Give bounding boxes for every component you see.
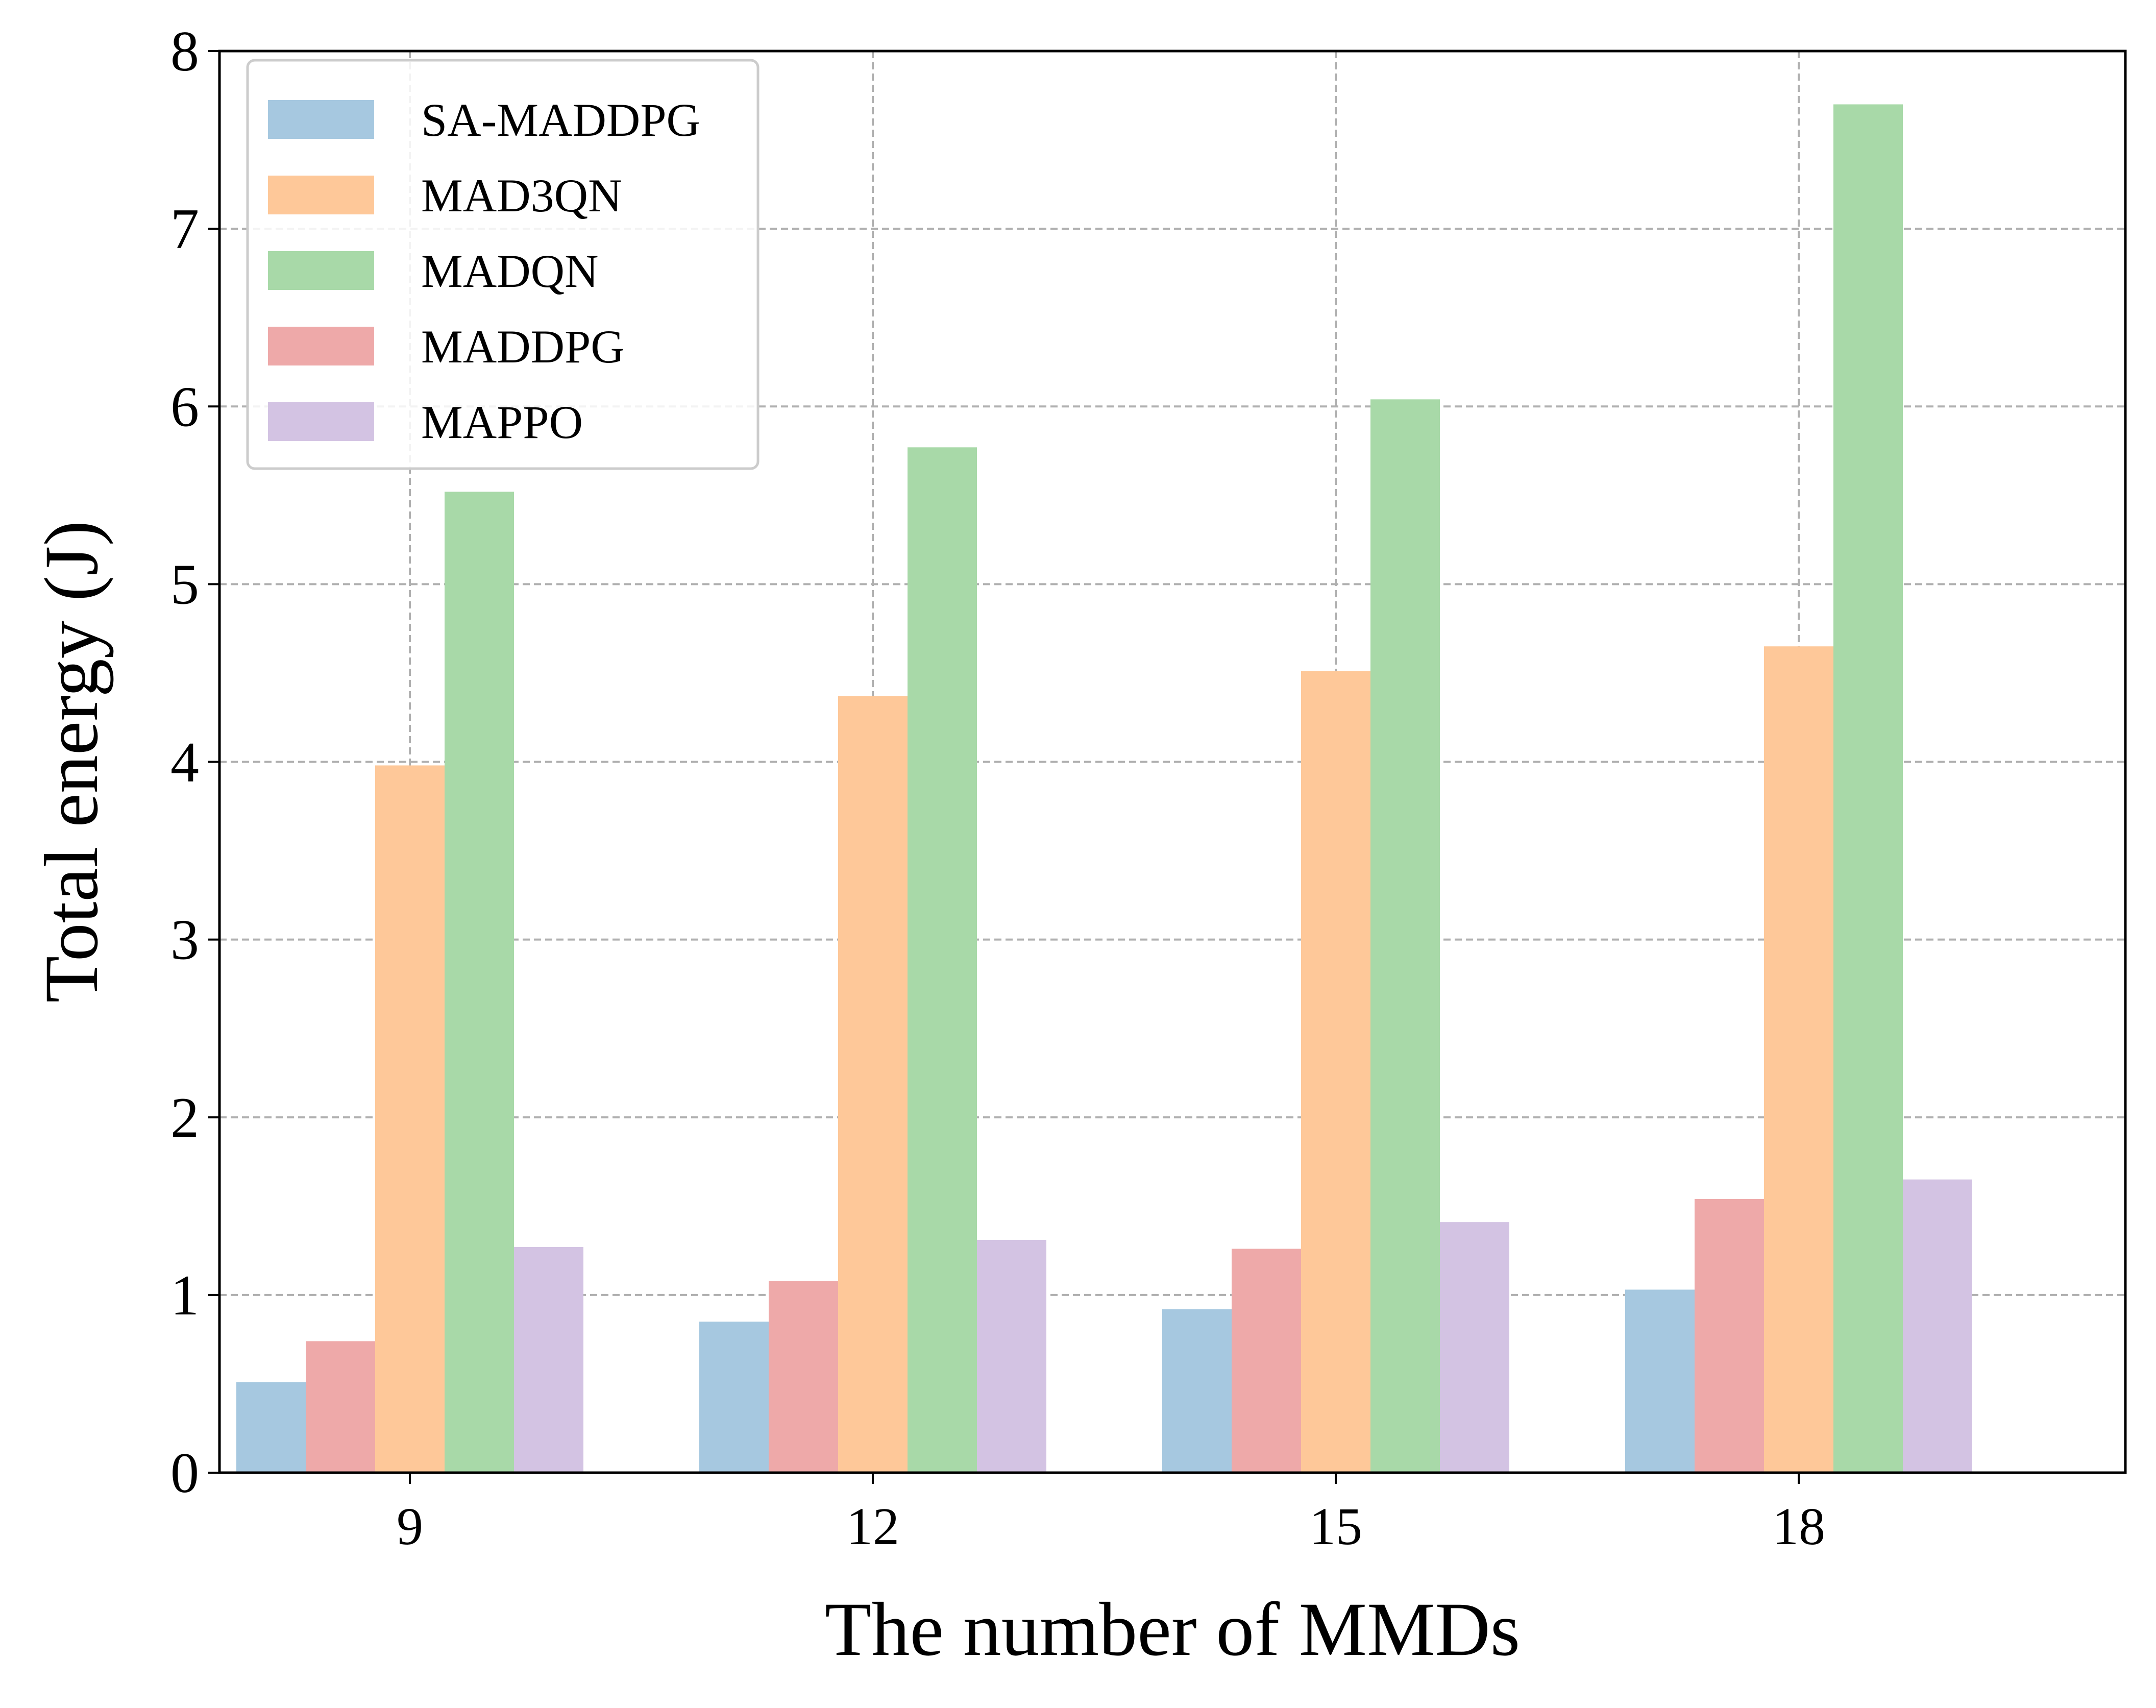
y-tick-label: 1 [170,1264,199,1327]
legend-label: SA-MADDPG [421,94,700,146]
bar-maddpg-12 [769,1281,838,1473]
bar-madqn-9 [445,492,514,1473]
bar-mad3qn-18 [1764,646,1833,1473]
y-tick-label: 3 [170,909,199,972]
y-tick-label: 2 [170,1086,199,1150]
x-tick-label: 9 [397,1497,423,1556]
bar-sa-maddpg-18 [1625,1289,1695,1473]
x-axis-title: The number of MMDs [825,1587,1520,1672]
legend-label: MADDPG [421,321,625,373]
bar-sa-maddpg-12 [699,1322,769,1473]
y-tick-label: 6 [170,375,199,438]
bar-mappo-18 [1903,1179,1972,1473]
bar-madqn-12 [908,447,977,1473]
legend-label: MAPPO [421,396,583,448]
bar-mad3qn-15 [1301,671,1370,1473]
bars [236,104,1972,1473]
legend-swatch [268,327,374,365]
legend-box [246,59,760,470]
legend-swatch [268,176,374,214]
legend-label: MADQN [421,245,599,297]
y-tick-label: 7 [170,198,199,261]
bar-mappo-12 [977,1239,1046,1473]
y-axis: 0 1 2 3 4 5 6 7 8 [170,20,219,1505]
bar-maddpg-15 [1232,1249,1301,1473]
bar-sa-maddpg-9 [236,1382,306,1473]
bar-madqn-15 [1370,399,1440,1473]
y-tick-label: 4 [170,731,199,794]
bar-madqn-18 [1833,104,1903,1473]
y-axis-title: Total energy (J) [29,521,114,1003]
y-tick-label: 0 [170,1442,199,1505]
bar-maddpg-18 [1695,1199,1764,1473]
legend-swatch [268,251,374,290]
bar-mad3qn-12 [838,696,908,1473]
y-tick-label: 8 [170,20,199,83]
y-tick-label: 5 [170,553,199,616]
x-tick-label: 12 [846,1497,899,1556]
bar-mad3qn-9 [375,765,445,1473]
x-axis: 9 12 15 18 [397,1473,1825,1556]
legend-swatch [268,100,374,139]
x-tick-label: 18 [1772,1497,1825,1556]
bar-sa-maddpg-15 [1162,1309,1232,1473]
legend: SA-MADDPG MAD3QN MADQN MADDPG MAPPO [246,59,760,470]
bar-mappo-9 [514,1247,583,1473]
bar-maddpg-9 [306,1341,375,1473]
bar-mappo-15 [1440,1222,1509,1473]
legend-swatch [268,402,374,441]
x-tick-label: 15 [1309,1497,1362,1556]
legend-label: MAD3QN [421,169,622,222]
